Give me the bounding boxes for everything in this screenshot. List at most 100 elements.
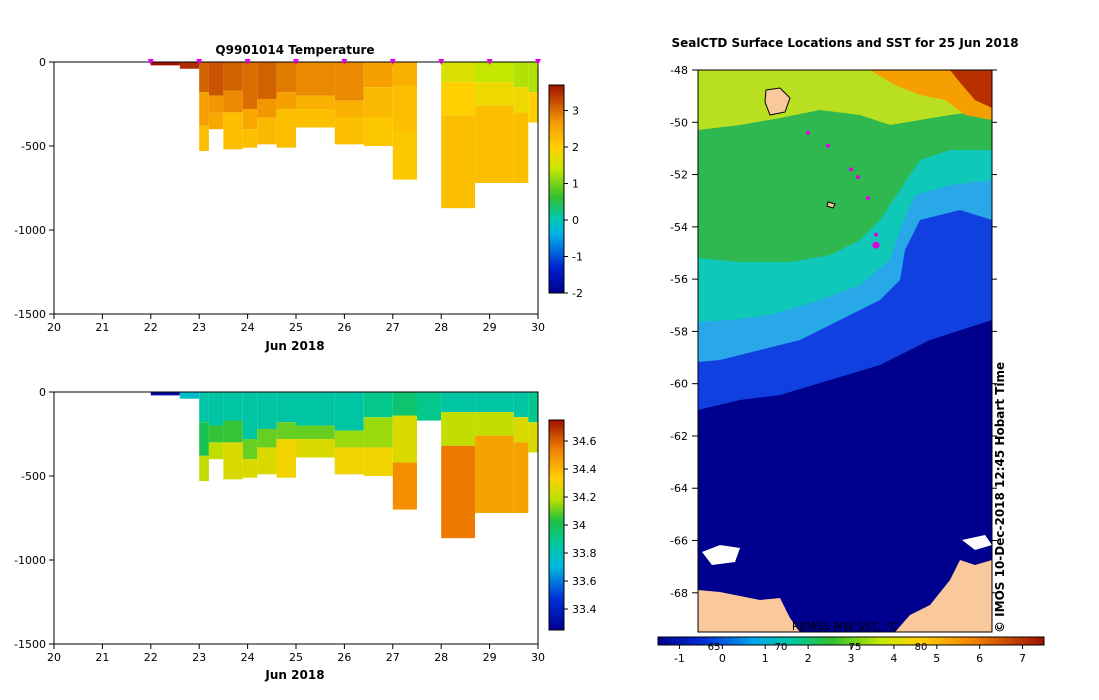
profile-cell — [208, 442, 224, 460]
profile-cell — [513, 417, 529, 443]
x-tick-label: 28 — [434, 321, 448, 334]
profile-cell — [513, 87, 529, 113]
profile-marker — [196, 59, 203, 65]
profile-cell — [441, 445, 476, 539]
colorbar-tick-label: 34.6 — [572, 435, 597, 448]
profile-cell — [392, 62, 417, 86]
y-tick-label: -500 — [21, 140, 46, 153]
profile-cell — [441, 412, 476, 446]
profile-marker — [341, 59, 348, 65]
seal-location-point — [826, 143, 830, 148]
profile-cell — [199, 455, 209, 482]
profile-cell — [242, 459, 258, 478]
temperature-x-axis: 20 21 22 23 24 25 26 27 28 29 30 — [47, 314, 545, 334]
profile-cell — [242, 392, 258, 440]
seal-location-point — [874, 232, 878, 237]
salinity-panel: 0 -500 -1000 -1500 20 21 22 23 24 25 26 27 28 29 30 J… — [14, 386, 596, 682]
lat-tick-label: -50 — [670, 116, 688, 129]
salinity-cells — [150, 392, 538, 539]
x-tick-label: 26 — [337, 651, 351, 664]
profile-cell — [208, 392, 224, 426]
x-tick-label: 29 — [483, 651, 497, 664]
x-tick-label: 25 — [289, 321, 303, 334]
profile-cell — [276, 439, 296, 478]
lat-tick-label: -68 — [670, 587, 688, 600]
y-tick-label: -1000 — [14, 554, 46, 567]
profile-marker — [486, 59, 493, 65]
lat-tick-label: -62 — [670, 430, 688, 443]
salinity-y-axis: 0 -500 -1000 -1500 — [14, 386, 54, 651]
seal-location-point — [806, 130, 810, 135]
x-tick-label: 21 — [95, 321, 109, 334]
x-tick-label: 24 — [241, 651, 255, 664]
sst-map-frame — [697, 69, 993, 633]
sst-colorbar-tick-label: 1 — [762, 652, 769, 665]
profile-cell — [334, 117, 364, 145]
colorbar-tick-label: 34 — [572, 519, 586, 532]
y-tick-label: -1500 — [14, 638, 46, 651]
lat-tick-label: -48 — [670, 64, 688, 77]
sst-colorbar-tick-label: 7 — [1019, 652, 1026, 665]
colorbar-tick-label: 33.4 — [572, 603, 597, 616]
x-tick-label: 20 — [47, 651, 61, 664]
profile-cell — [392, 132, 417, 180]
sst-colorbar-tick-label: 6 — [976, 652, 983, 665]
profile-cell — [441, 82, 476, 116]
sst-source-label: REMSS MW SST, °C — [792, 620, 899, 633]
salinity-x-axis: 20 21 22 23 24 25 26 27 28 29 30 — [47, 644, 545, 664]
profile-cell — [334, 100, 364, 118]
profile-cell — [276, 392, 296, 423]
profile-cell — [199, 422, 209, 456]
colorbar-tick-label: 3 — [572, 105, 579, 118]
profile-cell — [513, 392, 529, 418]
profile-cell — [296, 425, 335, 440]
profile-cell — [363, 62, 393, 88]
profile-cell — [363, 87, 393, 118]
x-tick-label: 24 — [241, 321, 255, 334]
temperature-colorbar-ticks: -2 -1 0 1 2 3 — [564, 105, 583, 300]
temperature-colorbar — [548, 84, 565, 294]
profile-cell — [475, 435, 514, 513]
lat-tick-label: -56 — [670, 273, 688, 286]
small-island-outline — [826, 201, 836, 209]
x-tick-label: 30 — [531, 651, 545, 664]
profile-cell — [475, 105, 514, 183]
y-tick-label: -1000 — [14, 224, 46, 237]
sst-field — [698, 70, 992, 632]
profile-cell — [363, 447, 393, 476]
profile-cell — [276, 62, 296, 93]
salinity-colorbar-ticks: 34.6 34.4 34.2 34 33.8 33.6 33.4 — [564, 435, 597, 616]
temperature-x-label: Jun 2018 — [264, 339, 324, 353]
profile-cell — [296, 95, 335, 110]
profile-cell — [513, 442, 529, 513]
salinity-x-label: Jun 2018 — [264, 668, 324, 682]
profile-cell — [223, 392, 243, 421]
profile-cell — [242, 129, 258, 148]
y-tick-label: -1500 — [14, 308, 46, 321]
profile-cell — [475, 62, 514, 83]
profile-cell — [223, 112, 243, 150]
profile-marker — [147, 59, 154, 65]
sst-colorbar-tick-label: 2 — [805, 652, 812, 665]
profile-cell — [392, 415, 417, 463]
x-tick-label: 23 — [192, 651, 206, 664]
profile-cell — [223, 90, 243, 113]
profile-cell — [223, 420, 243, 443]
x-tick-label: 22 — [144, 651, 158, 664]
sst-colorbar-tick-label: -1 — [674, 652, 685, 665]
y-tick-label: -500 — [21, 470, 46, 483]
x-tick-label: 20 — [47, 321, 61, 334]
x-tick-label: 21 — [95, 651, 109, 664]
profile-cell — [208, 62, 224, 96]
profile-cell — [257, 428, 277, 448]
sst-latitude-axis: -48 -50 -52 -54 -56 -58 -60 -62 -64 -66 -68 — [670, 64, 997, 600]
profile-cell — [179, 62, 200, 69]
colorbar-tick-label: 33.8 — [572, 547, 597, 560]
lat-tick-label: -66 — [670, 535, 688, 548]
sst-colorbar-tick-label: 0 — [719, 652, 726, 665]
profile-cell — [441, 115, 476, 209]
profile-cell — [150, 62, 180, 66]
profile-cell — [223, 62, 243, 91]
x-tick-label: 27 — [386, 321, 400, 334]
